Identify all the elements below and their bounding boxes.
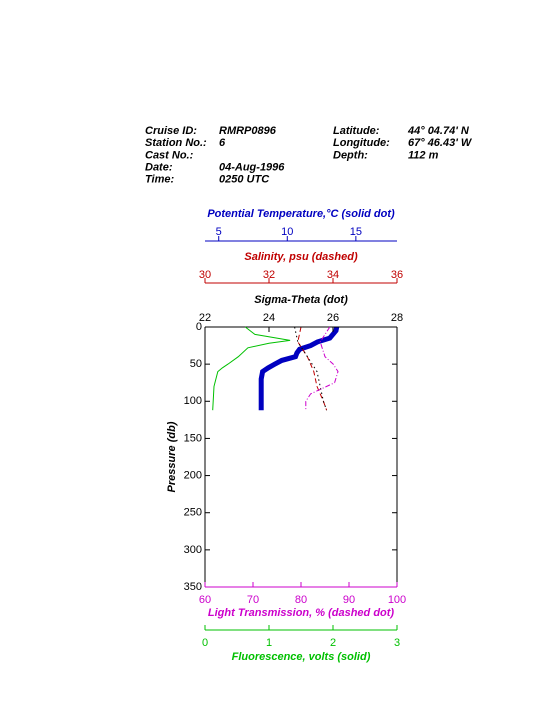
x-tick-label: 26 — [327, 312, 339, 324]
y-tick-label: 250 — [184, 507, 202, 519]
x-tick-label: 0 — [202, 637, 208, 649]
y-tick-label: 300 — [184, 544, 202, 556]
x-tick-label: 1 — [266, 637, 272, 649]
x-tick-label: 36 — [391, 269, 403, 281]
y-tick-label: 100 — [184, 395, 202, 407]
x-tick-label: 3 — [394, 637, 400, 649]
x-axis-title: Sigma-Theta (dot) — [254, 294, 348, 306]
field-label: Station No.: — [145, 137, 207, 149]
x-axis-title: Salinity, psu (dashed) — [244, 251, 358, 263]
x-tick-label: 34 — [327, 269, 339, 281]
x-tick-label: 5 — [216, 226, 222, 238]
x-tick-label: 15 — [350, 226, 362, 238]
profile-line — [294, 326, 328, 411]
y-tick-label: 200 — [184, 469, 202, 481]
y-axis-title: Pressure (db) — [166, 421, 178, 492]
x-tick-label: 28 — [391, 312, 403, 324]
profile-line — [212, 326, 291, 411]
x-tick-label: 22 — [199, 312, 211, 324]
field-label: Cruise ID: — [145, 125, 197, 137]
field-value: 0250 UTC — [219, 174, 270, 186]
x-tick-label: 2 — [330, 637, 336, 649]
x-axis-title: Potential Temperature,°C (solid dot) — [207, 208, 395, 220]
field-value: RMRP0896 — [219, 125, 277, 137]
field-label: Time: — [145, 174, 174, 186]
field-label: Longitude: — [333, 137, 390, 149]
field-value: 44° 04.74' N — [407, 125, 470, 137]
profile-line — [305, 326, 339, 411]
profile-line — [297, 326, 328, 411]
x-tick-label: 70 — [247, 594, 259, 606]
x-tick-label: 10 — [281, 226, 293, 238]
field-label: Depth: — [333, 149, 368, 161]
x-tick-label: 30 — [199, 269, 211, 281]
x-tick-label: 32 — [263, 269, 275, 281]
x-tick-label: 90 — [343, 594, 355, 606]
field-label: Date: — [145, 162, 173, 174]
x-tick-label: 24 — [263, 312, 275, 324]
y-tick-label: 50 — [190, 358, 202, 370]
y-tick-label: 0 — [196, 321, 202, 333]
y-tick-label: 350 — [184, 581, 202, 593]
x-tick-label: 100 — [388, 594, 406, 606]
field-value: 6 — [219, 137, 226, 149]
x-tick-label: 60 — [199, 594, 211, 606]
x-axis-title: Fluorescence, volts (solid) — [232, 651, 371, 663]
x-axis-title: Light Transmission, % (dashed dot) — [208, 607, 395, 619]
x-tick-label: 80 — [295, 594, 307, 606]
field-label: Latitude: — [333, 125, 380, 137]
field-value: 04-Aug-1996 — [219, 162, 285, 174]
field-label: Cast No.: — [145, 149, 194, 161]
y-tick-label: 150 — [184, 432, 202, 444]
field-value: 67° 46.43' W — [408, 137, 473, 149]
field-value: 112 m — [408, 149, 439, 161]
profile-line — [258, 326, 340, 411]
